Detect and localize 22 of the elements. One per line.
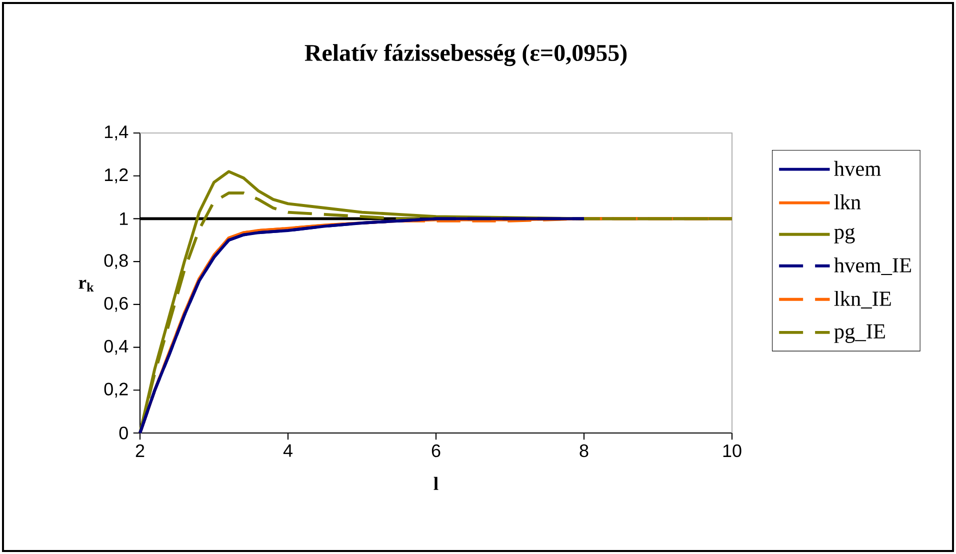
legend-label: pg [834, 228, 855, 244]
legend-label: hvem [834, 160, 881, 176]
y-tick-label: 0,6 [104, 296, 128, 312]
y-tick-label: 0,2 [104, 382, 128, 398]
x-axis-title: l [434, 476, 438, 490]
y-tick-label: 1,2 [104, 168, 128, 184]
y-tick-label: 0,4 [104, 340, 128, 355]
x-tick-label: 10 [723, 444, 742, 458]
legend-label: hvem_IE [834, 257, 911, 276]
y-axis-title: r$_{k}$ [78, 280, 94, 292]
x-tick-label: 8 [580, 444, 588, 458]
y-tick-label: 0,8 [104, 254, 128, 270]
legend-label: lkn [834, 194, 861, 210]
y-tick-label: 0 [119, 426, 128, 440]
x-tick-label: 6 [432, 444, 440, 458]
y-tick-label: 1 [120, 212, 128, 225]
x-tick-label: 4 [283, 444, 292, 457]
chart-title: Relatív fázissebesség (ε=0,0955) [304, 44, 627, 66]
legend-label: pg_IE [834, 324, 885, 343]
legend-label: lkn_IE [834, 290, 891, 308]
x-tick-label: 2 [136, 444, 144, 457]
y-tick-label: 1,4 [104, 126, 128, 140]
